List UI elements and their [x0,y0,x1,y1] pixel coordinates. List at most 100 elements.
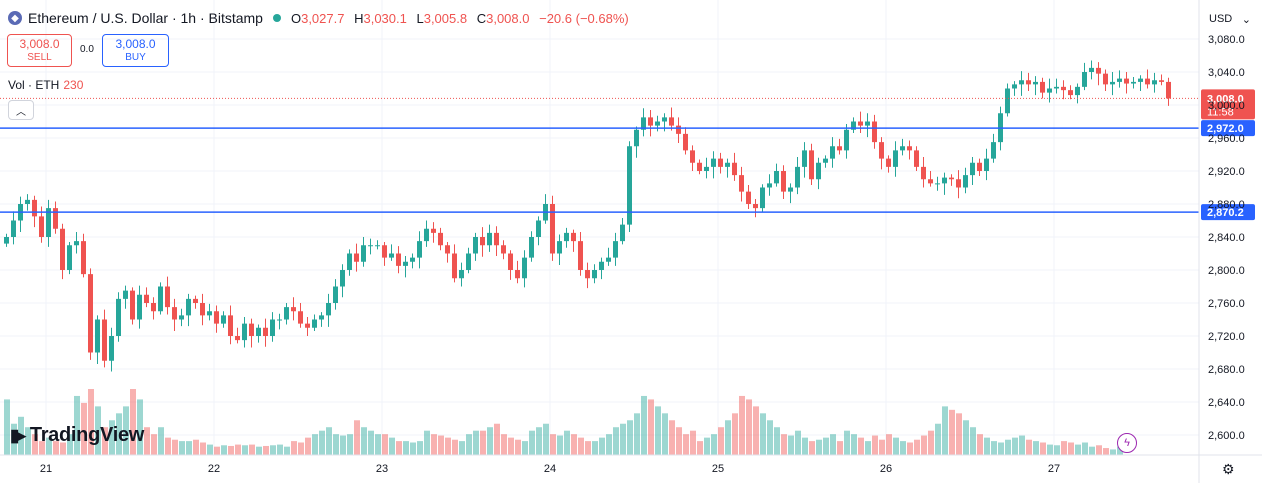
candle-body [613,241,618,258]
chart-grid [0,0,1199,455]
volume-bar [599,437,605,455]
volume-bar [11,423,17,455]
candle-body [760,187,765,209]
candle-body [53,208,58,229]
candle-body [172,307,177,320]
volume-bar [802,437,808,455]
sell-button[interactable]: 3,008.0 SELL [7,34,72,67]
volume-bar [501,434,507,455]
x-tick-label: 23 [376,463,388,475]
candle-body [578,241,583,270]
buy-button[interactable]: 3,008.0 BUY [102,34,169,67]
volume-bar [1033,441,1039,455]
candle-body [921,166,926,180]
volume-bar [564,430,570,455]
volume-bar [466,434,472,455]
candle-body [935,183,940,185]
volume-bar [1019,435,1025,455]
candle-body [1054,86,1059,89]
volume-bar [354,420,360,455]
volume-bar [858,437,864,455]
y-tick-label: 2,720.0 [1208,331,1245,343]
volume-bar [389,437,395,455]
ohlc-high-key: H [354,10,364,26]
candle-body [403,261,408,266]
candle-body [851,121,856,130]
y-tick-label: 2,600.0 [1208,430,1245,442]
volume-bar [81,402,87,455]
volume-bar [242,445,248,455]
ohlc-low-key: L [416,10,424,26]
volume-bar [88,389,94,455]
volume-bar [284,446,290,455]
volume-bar [382,434,388,455]
lightning-icon[interactable]: ϟ [1117,433,1137,453]
symbol-title[interactable]: Ethereum / U.S. Dollar · 1h · Bitstamp [28,10,263,26]
y-tick-label: 2,760.0 [1208,298,1245,310]
volume-bar [781,434,787,455]
candle-body [830,146,835,159]
volume-bar [249,444,255,455]
volume-bar [1103,448,1109,455]
volume-bar [914,439,920,455]
volume-bar [1096,445,1102,455]
volume-bar [333,434,339,455]
y-tick-label: 3,040.0 [1208,67,1245,79]
candle-body [592,270,597,279]
volume-bar [753,406,759,455]
line-price-tag [1201,120,1255,137]
tradingview-mark-icon: ▮▸ [10,425,26,445]
chevron-down-icon: ⌄ [1241,13,1251,26]
ohlc-close: 3,008.0 [486,10,530,26]
volume-bar [417,441,423,455]
candle-body [641,117,646,130]
bar-countdown: 11:58 [1207,106,1234,118]
volume-bar [893,437,899,455]
y-tick-label: 2,680.0 [1208,364,1245,376]
line-price-label: 2,870.2 [1207,207,1244,219]
volume-bar [347,434,353,455]
volume-bar [375,434,381,455]
settings-icon[interactable]: ⚙ [1222,461,1235,477]
y-tick-label: 3,000.0 [1208,100,1245,112]
volume-bar [102,427,108,455]
volume-bar [704,437,710,455]
candle-body [879,142,884,159]
volume-bar [991,441,997,455]
candle-body [165,286,170,308]
volume-bar [39,441,45,455]
candle-body [1012,84,1017,89]
candle-body [767,183,772,188]
volume-bar [557,435,563,455]
volume-bar [984,437,990,455]
candle-body [676,125,681,134]
volume-bar [151,434,157,455]
volume-bar [1040,442,1046,455]
volume-bar [1054,445,1060,455]
candle-body [669,117,674,126]
volume-bar [424,430,430,455]
candle-body [837,146,842,151]
candle-body [606,257,611,262]
volume-bar [53,441,59,455]
candle-body [571,232,576,242]
candle-body [284,307,289,320]
horizontal-lines[interactable]: 2,972.0 2,870.2 3,008.011:58 [0,89,1255,221]
candle-body [298,311,303,324]
collapse-legend-button[interactable]: ︿ [8,100,34,120]
market-open-icon [272,14,281,22]
currency-select[interactable]: USD ⌄ [1203,9,1255,29]
volume-bar [214,446,220,455]
volume-bar [886,434,892,455]
volume-bar [1068,442,1074,455]
sell-label: SELL [27,52,52,63]
volume-bar [634,413,640,455]
candle-body [277,319,282,321]
volume-bar [977,434,983,455]
candle-body [137,294,142,320]
candle-body [627,146,632,225]
volume-bar [585,441,591,455]
volume-bar [543,423,549,455]
candle-body [1096,67,1101,74]
